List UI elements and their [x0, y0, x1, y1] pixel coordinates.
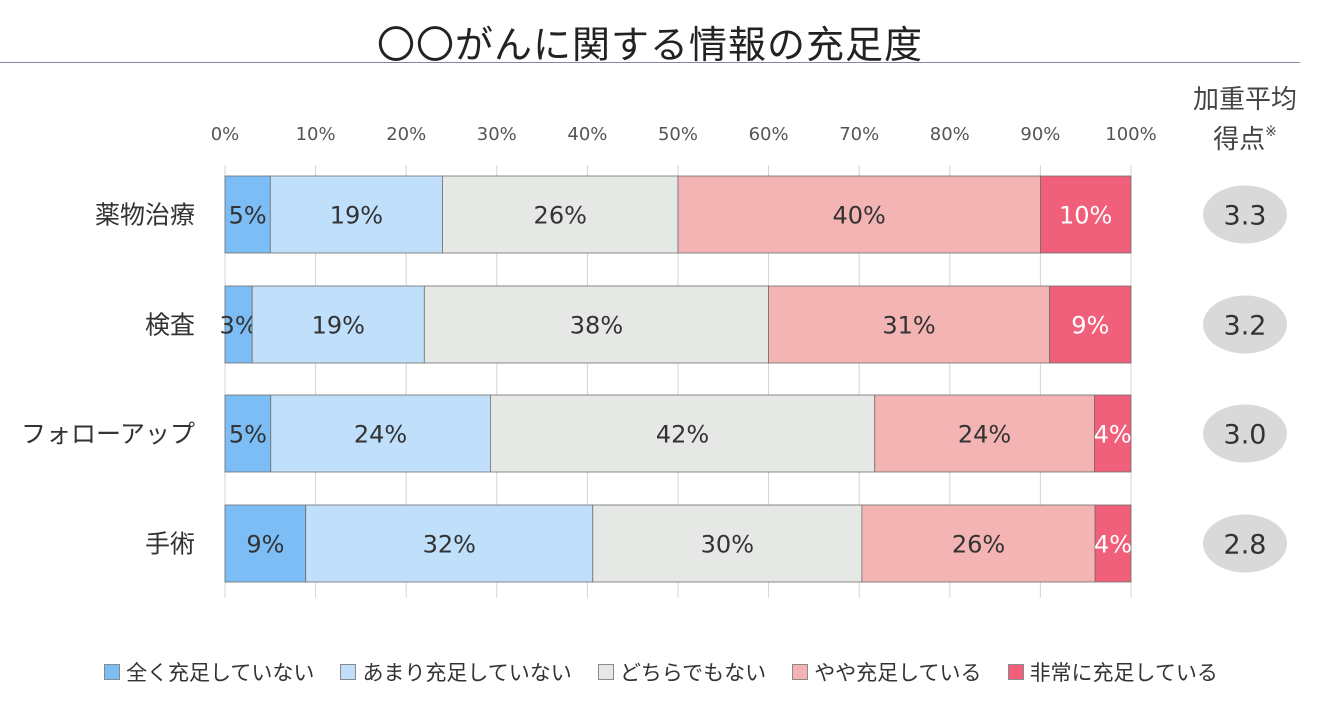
data-label: 24%: [958, 421, 1011, 449]
legend-item: あまり充足していない: [340, 657, 572, 687]
chart-title: 〇〇がんに関する情報の充足度: [376, 23, 923, 67]
data-label: 30%: [701, 531, 754, 559]
data-label: 26%: [534, 202, 587, 230]
x-tick-label: 80%: [930, 124, 970, 145]
bar-segment: [861, 504, 1096, 583]
weighted-average-badge: [1203, 295, 1287, 354]
bar-segment: [1040, 175, 1132, 254]
bar-segment: [768, 285, 1050, 364]
data-label: 9%: [1071, 312, 1109, 340]
data-label: 40%: [833, 202, 886, 230]
data-label: 26%: [952, 531, 1005, 559]
data-label: 4%: [1094, 531, 1132, 559]
legend-item: 全く充足していない: [104, 657, 314, 687]
bar-segment: [592, 504, 863, 583]
weighted-average-badge: [1203, 185, 1287, 244]
bar-segment: [874, 394, 1095, 473]
data-label: 4%: [1094, 421, 1132, 449]
legend-label: あまり充足していない: [362, 661, 572, 685]
x-tick-label: 30%: [477, 124, 517, 145]
bar-segment: [224, 504, 307, 583]
legend-swatch: [104, 664, 121, 680]
bar-segment: [251, 285, 425, 364]
weighted-average-header-line2: 得点: [1213, 125, 1266, 155]
weighted-average-badge: [1203, 514, 1287, 573]
data-label: 24%: [354, 421, 407, 449]
weighted-average-header-line1: 加重平均: [1192, 85, 1297, 115]
bar-segment: [677, 175, 1041, 254]
data-label: 10%: [1059, 202, 1112, 230]
legend-label: どちらでもない: [619, 661, 767, 685]
data-label: 32%: [423, 531, 476, 559]
legend-item: やや充足している: [792, 657, 982, 687]
legend-label: 全く充足していない: [126, 661, 315, 685]
data-label: 42%: [656, 421, 709, 449]
category-label: 手術: [145, 530, 195, 559]
legend-swatch: [792, 664, 809, 680]
bar-segment: [269, 175, 443, 254]
legend-item: どちらでもない: [597, 657, 767, 687]
category-label: フォローアップ: [21, 420, 195, 449]
bar-segment: [1094, 504, 1132, 583]
bar-segment: [305, 504, 594, 583]
category-label: 薬物治療: [95, 201, 195, 230]
legend-label: 非常に充足している: [1029, 661, 1218, 685]
x-tick-label: 10%: [296, 124, 336, 145]
bar-segment: [489, 394, 876, 473]
legend-label: やや充足している: [814, 661, 982, 685]
legend-item: 非常に充足している: [1007, 657, 1218, 687]
x-tick-label: 100%: [1105, 124, 1156, 145]
data-label: 5%: [229, 202, 267, 230]
x-tick-label: 20%: [386, 124, 426, 145]
weighted-average-value: 3.0: [1224, 420, 1267, 451]
bar-segment: [423, 285, 770, 364]
data-label: 19%: [312, 312, 365, 340]
x-tick-label: 60%: [749, 124, 789, 145]
bar-segment: [224, 175, 271, 254]
data-label: 31%: [882, 312, 935, 340]
bar-segment: [1093, 394, 1132, 473]
x-tick-label: 70%: [839, 124, 879, 145]
weighted-average-value: 2.8: [1224, 530, 1267, 561]
x-tick-label: 40%: [567, 124, 607, 145]
weighted-average-value: 3.2: [1224, 311, 1267, 342]
bar-segment: [1049, 285, 1132, 364]
data-label: 19%: [330, 202, 383, 230]
x-tick-label: 90%: [1020, 124, 1060, 145]
x-tick-label: 0%: [211, 124, 240, 145]
x-tick-label: 50%: [658, 124, 698, 145]
data-label: 3%: [220, 312, 258, 340]
title-divider: [0, 62, 1300, 63]
weighted-average-value: 3.3: [1224, 201, 1267, 232]
data-label: 9%: [246, 531, 284, 559]
bar-segment: [442, 175, 679, 254]
weighted-average-badge: [1203, 404, 1287, 463]
weighted-average-header: 加重平均 得点※: [1175, 84, 1315, 156]
bar-segment: [224, 394, 272, 473]
legend-swatch: [597, 664, 614, 680]
note-mark: ※: [1265, 124, 1277, 140]
legend-swatch: [340, 664, 357, 680]
bar-segment: [270, 394, 491, 473]
data-label: 38%: [570, 312, 623, 340]
chart-legend: 全く充足していない あまり充足していない どちらでもない やや充足している 非常に充足し…: [0, 652, 1322, 692]
legend-swatch: [1007, 664, 1024, 680]
category-label: 検査: [145, 311, 195, 340]
data-label: 5%: [229, 421, 267, 449]
